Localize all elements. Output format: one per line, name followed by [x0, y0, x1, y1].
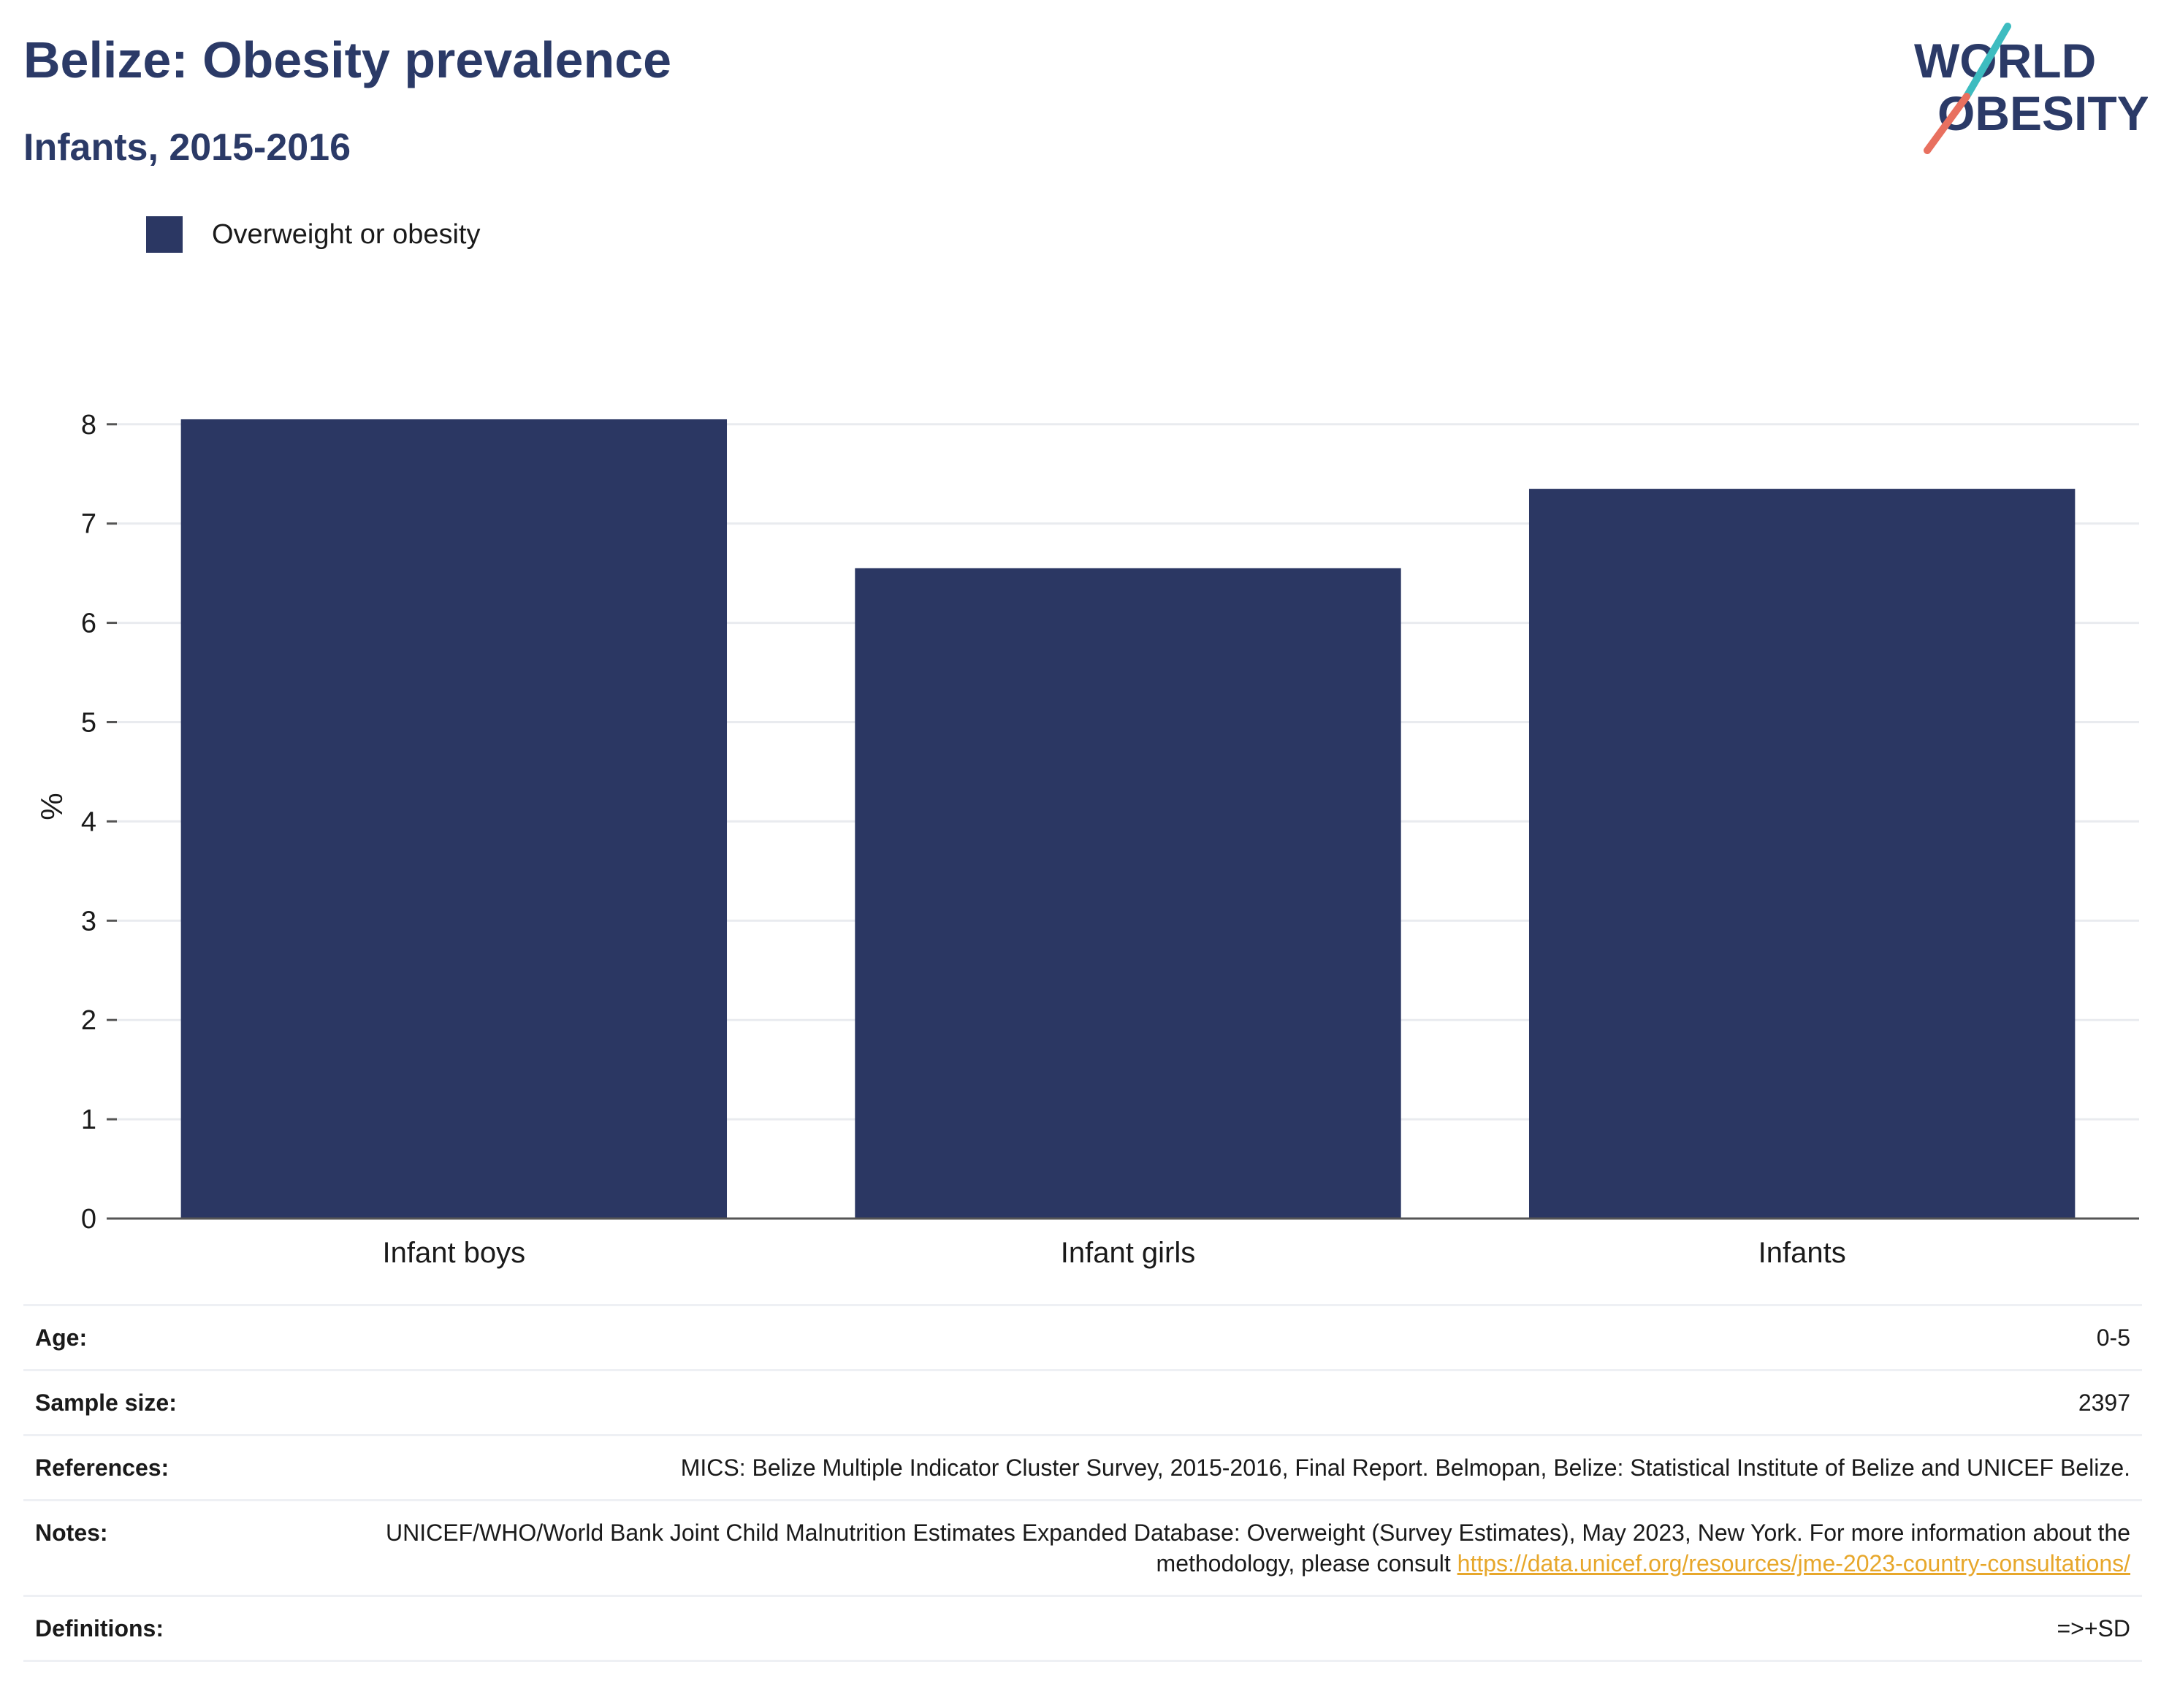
references-value: MICS: Belize Multiple Indicator Cluster … [354, 1435, 2142, 1501]
y-tick-label: 0 [81, 1204, 96, 1235]
y-tick-label: 1 [81, 1105, 96, 1135]
x-tick-label: Infants [1758, 1237, 1846, 1269]
sample-size-value: 2397 [354, 1370, 2142, 1436]
bar-infant-boys[interactable] [180, 419, 728, 1219]
age-label: Age: [23, 1304, 354, 1371]
logo-line1: WORLD [1914, 34, 2096, 88]
info-row-references: References: MICS: Belize Multiple Indica… [23, 1435, 2142, 1501]
logo-line2: OBESITY [1937, 86, 2148, 140]
notes-text: UNICEF/WHO/World Bank Joint Child Malnut… [386, 1520, 2130, 1577]
info-row-age: Age: 0-5 [23, 1304, 2142, 1371]
references-label: References: [23, 1435, 354, 1501]
y-tick-label: 6 [81, 609, 96, 639]
x-tick-label: Infant boys [382, 1237, 525, 1269]
info-table: Age: 0-5 Sample size: 2397 References: M… [23, 1304, 2142, 1662]
chart-subtitle: Infants, 2015-2016 [23, 126, 351, 169]
bars [180, 419, 2076, 1219]
legend-label: Overweight or obesity [212, 218, 481, 250]
legend-swatch [146, 216, 183, 253]
sample-size-label: Sample size: [23, 1370, 354, 1436]
age-value: 0-5 [354, 1304, 2142, 1371]
bar-infant-girls[interactable] [855, 568, 1401, 1219]
x-tick-labels: Infant boys Infant girls Infants [382, 1237, 1845, 1269]
notes-label: Notes: [23, 1500, 354, 1597]
notes-link[interactable]: https://data.unicef.org/resources/jme-20… [1457, 1550, 2130, 1577]
logo-coral-slash [1924, 93, 1970, 154]
info-row-sample-size: Sample size: 2397 [23, 1370, 2142, 1436]
world-obesity-logo: WORLD OBESITY [1914, 23, 2148, 154]
notes-value: UNICEF/WHO/World Bank Joint Child Malnut… [354, 1500, 2142, 1597]
definitions-value: =>+SD [354, 1595, 2142, 1662]
y-tick-label: 2 [81, 1005, 96, 1036]
y-axis-label: % [34, 793, 69, 820]
logo-teal-slash [1963, 23, 2011, 100]
y-tick-label: 3 [81, 906, 96, 937]
info-row-notes: Notes: UNICEF/WHO/World Bank Joint Child… [23, 1500, 2142, 1597]
bar-infants[interactable] [1528, 489, 2076, 1219]
y-tick-labels: 0 1 2 3 4 5 6 7 8 [81, 410, 117, 1235]
y-tick-label: 4 [81, 807, 96, 837]
definitions-label: Definitions: [23, 1595, 354, 1662]
y-tick-label: 7 [81, 509, 96, 540]
x-tick-label: Infant girls [1061, 1237, 1196, 1269]
bar-chart: 0 1 2 3 4 5 6 7 8 Infant boys Infant girls Infants… [34, 410, 2139, 1269]
chart-title: Belize: Obesity prevalence [23, 31, 672, 88]
y-tick-label: 5 [81, 707, 96, 738]
y-tick-label: 8 [81, 410, 96, 441]
chart-legend[interactable]: Overweight or obesity [146, 216, 481, 253]
info-row-definitions: Definitions: =>+SD [23, 1595, 2142, 1662]
